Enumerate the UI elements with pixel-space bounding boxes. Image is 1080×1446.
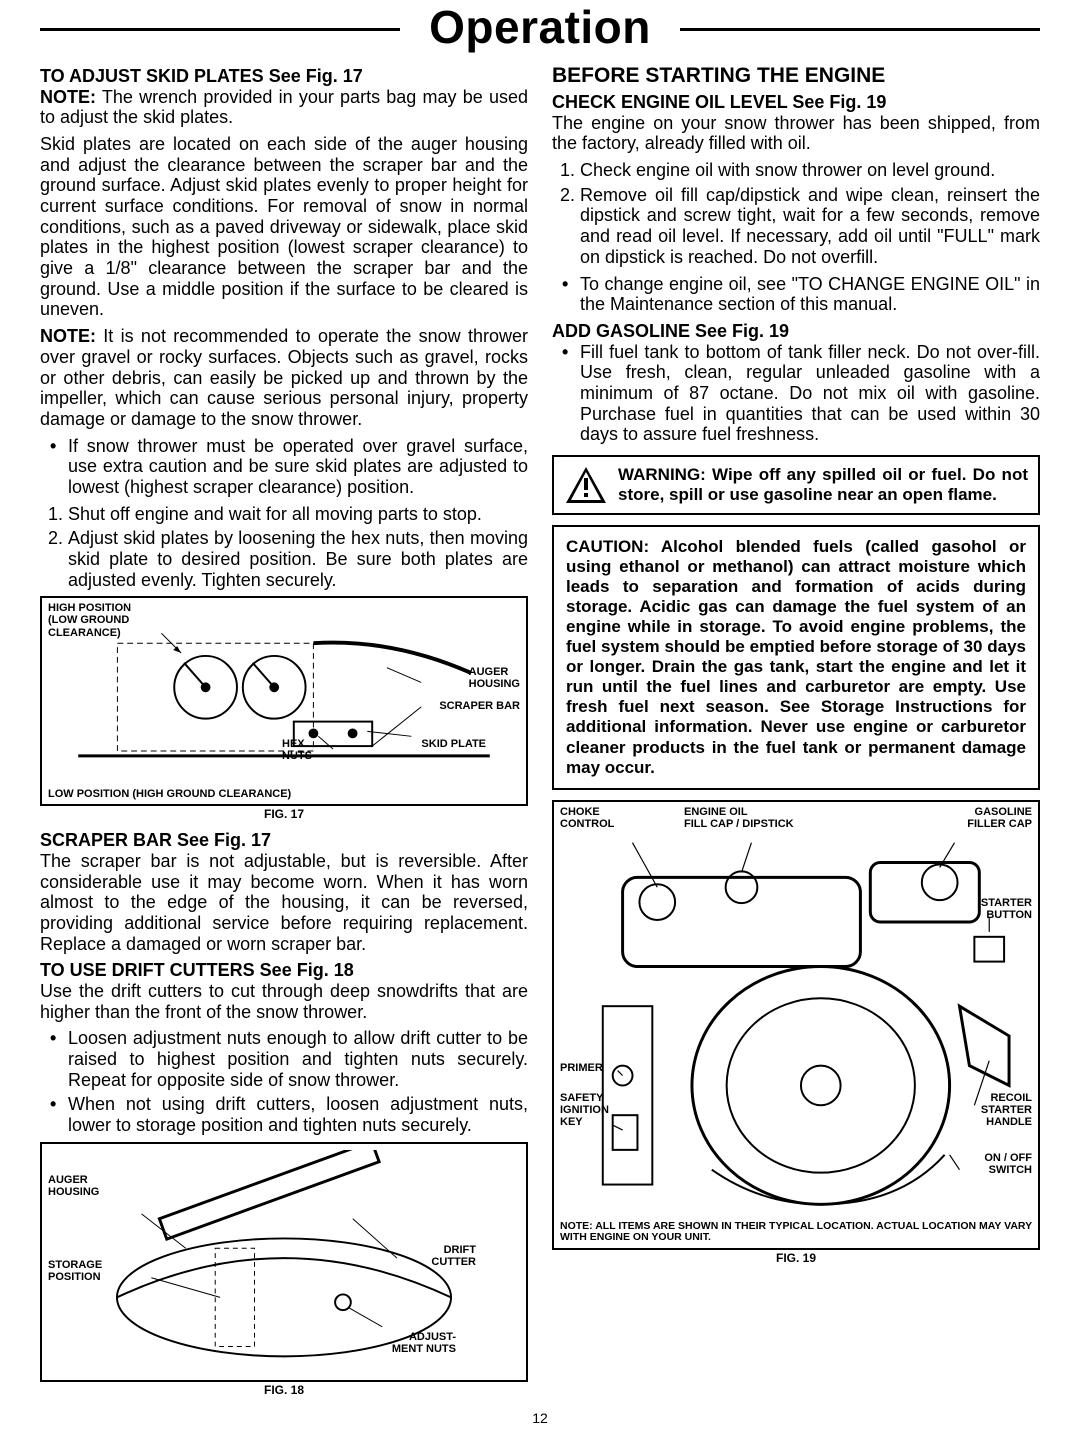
- skid-step2: Adjust skid plates by loosening the hex …: [68, 528, 528, 590]
- fig17-skid-label: SKID PLATE: [421, 738, 486, 750]
- gas-bullet1: Fill fuel tank to bottom of tank filler …: [580, 342, 1040, 445]
- fig18-drift-label: DRIFT CUTTER: [431, 1244, 476, 1268]
- warning-text: WARNING: Wipe off any spilled oil or fue…: [618, 465, 1028, 504]
- oil-step1: Check engine oil with snow thrower on le…: [580, 160, 1040, 181]
- warning-box: WARNING: Wipe off any spilled oil or fue…: [552, 455, 1040, 515]
- oil-bullet1: To change engine oil, see "TO CHANGE ENG…: [580, 274, 1040, 315]
- figure-18: AUGER HOUSING STORAGE POSITION DRIFT CUT…: [40, 1142, 528, 1382]
- skid-step1: Shut off engine and wait for all moving …: [68, 504, 528, 525]
- warning-triangle-icon: [564, 465, 608, 505]
- drift-heading: TO USE DRIFT CUTTERS See Fig. 18: [40, 960, 528, 981]
- fig19-caption: FIG. 19: [552, 1252, 1040, 1266]
- fig19-switch-label: ON / OFF SWITCH: [984, 1152, 1032, 1176]
- fig17-hex-label: HEX NUTS: [282, 738, 312, 762]
- fig19-gascap-label: GASOLINE FILLER CAP: [967, 806, 1032, 830]
- right-column: BEFORE STARTING THE ENGINE CHECK ENGINE …: [552, 62, 1040, 1406]
- drift-bullet2: When not using drift cutters, loosen adj…: [68, 1094, 528, 1135]
- fig19-oilcap-label: ENGINE OIL FILL CAP / DIPSTICK: [684, 806, 794, 830]
- drift-bullet1: Loosen adjustment nuts enough to allow d…: [68, 1028, 528, 1090]
- fig17-caption: FIG. 17: [40, 808, 528, 822]
- caution-box: CAUTION: Alcohol blended fuels (called g…: [552, 525, 1040, 790]
- fig19-key-label: SAFETY IGNITION KEY: [560, 1092, 609, 1128]
- skid-p1: Skid plates are located on each side of …: [40, 134, 528, 320]
- scraper-heading: SCRAPER BAR See Fig. 17: [40, 830, 528, 851]
- oil-p1: The engine on your snow thrower has been…: [552, 113, 1040, 154]
- fig18-adjust-label: ADJUST- MENT NUTS: [392, 1331, 456, 1355]
- oil-step2: Remove oil fill cap/dipstick and wipe cl…: [580, 185, 1040, 268]
- skid-note2: NOTE: It is not recommended to operate t…: [40, 326, 528, 429]
- fig18-storage-label: STORAGE POSITION: [48, 1259, 102, 1283]
- skid-plates-heading: TO ADJUST SKID PLATES See Fig. 17: [40, 66, 528, 87]
- fig19-primer-label: PRIMER: [560, 1062, 603, 1074]
- figure-19: CHOKE CONTROL ENGINE OIL FILL CAP / DIPS…: [552, 800, 1040, 1250]
- fig17-highpos-label: HIGH POSITION (LOW GROUND CLEARANCE): [48, 602, 131, 638]
- page-number: 12: [40, 1410, 1040, 1426]
- two-column-layout: TO ADJUST SKID PLATES See Fig. 17 NOTE: …: [40, 62, 1040, 1406]
- fig19-starter-label: STARTER BUTTON: [981, 897, 1032, 921]
- drift-p1: Use the drift cutters to cut through dee…: [40, 981, 528, 1022]
- scraper-p1: The scraper bar is not adjustable, but i…: [40, 851, 528, 954]
- fig17-scraper-label: SCRAPER BAR: [439, 700, 520, 712]
- skid-note1: NOTE: The wrench provided in your parts …: [40, 87, 528, 128]
- page-title: Operation: [400, 1, 680, 54]
- figure-17: HIGH POSITION (LOW GROUND CLEARANCE) LOW…: [40, 596, 528, 806]
- fig19-choke-label: CHOKE CONTROL: [560, 806, 614, 830]
- add-gas-heading: ADD GASOLINE See Fig. 19: [552, 321, 1040, 342]
- fig19-note: NOTE: ALL ITEMS ARE SHOWN IN THEIR TYPIC…: [560, 1221, 1032, 1244]
- fig17-lowpos-label: LOW POSITION (HIGH GROUND CLEARANCE): [48, 788, 291, 800]
- page-frame: Operation TO ADJUST SKID PLATES See Fig.…: [40, 28, 1040, 1426]
- left-column: TO ADJUST SKID PLATES See Fig. 17 NOTE: …: [40, 62, 528, 1406]
- check-oil-heading: CHECK ENGINE OIL LEVEL See Fig. 19: [552, 92, 1040, 113]
- fig17-auger-label: AUGER HOUSING: [469, 666, 520, 690]
- fig18-auger-label: AUGER HOUSING: [48, 1174, 99, 1198]
- fig18-caption: FIG. 18: [40, 1384, 528, 1398]
- skid-bullet1: If snow thrower must be operated over gr…: [68, 436, 528, 498]
- before-start-heading: BEFORE STARTING THE ENGINE: [552, 64, 1040, 88]
- fig19-svg: [562, 808, 1030, 1244]
- fig19-recoil-label: RECOIL STARTER HANDLE: [981, 1092, 1032, 1128]
